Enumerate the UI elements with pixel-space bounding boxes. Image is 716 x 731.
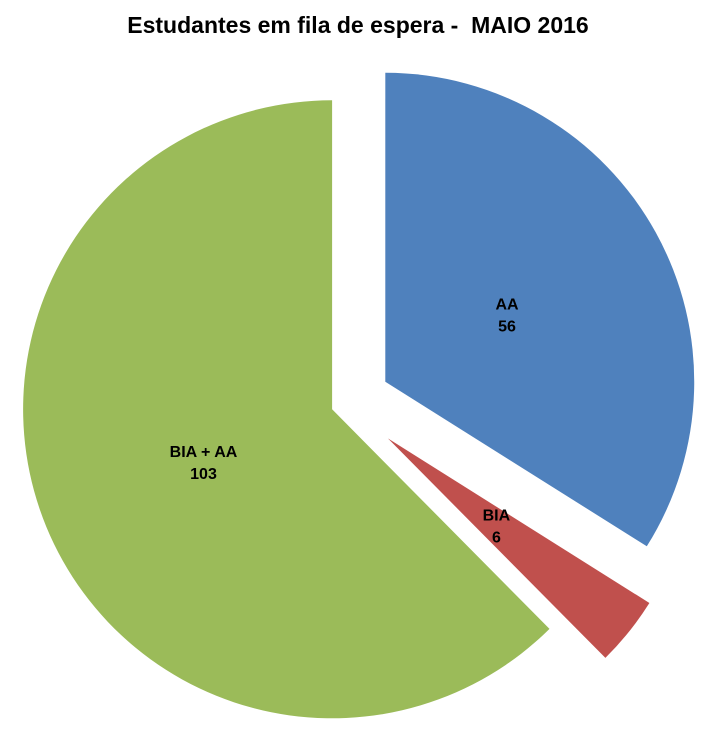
slice-label: BIA + AA 103	[170, 444, 238, 483]
pie-slice-bia	[387, 438, 650, 658]
pie-slice-bia-aa	[23, 100, 550, 719]
pie-slice-aa	[385, 72, 695, 547]
slice-label: BIA 6	[483, 507, 511, 546]
slice-label: AA 56	[495, 297, 519, 336]
chart-title: Estudantes em fila de espera - MAIO 2016	[127, 12, 589, 38]
